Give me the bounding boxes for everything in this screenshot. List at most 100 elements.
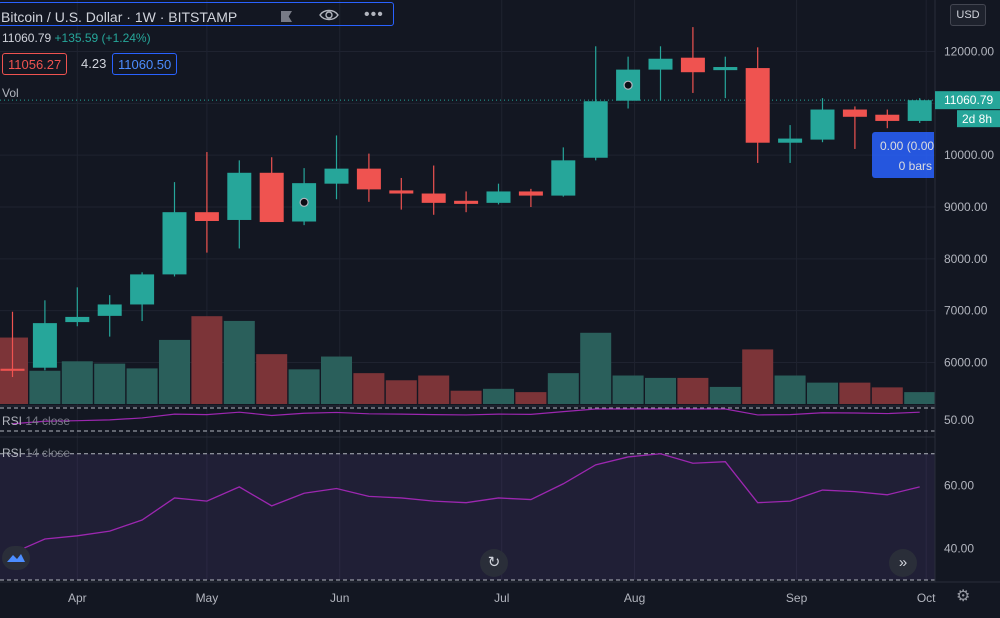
axes: 6000.007000.008000.009000.0010000.001100… [0, 0, 1000, 605]
candle-body [583, 101, 608, 158]
settings-icon[interactable]: ⚙ [956, 588, 971, 605]
rsi-label: RSI [2, 414, 23, 428]
candles [0, 27, 935, 378]
candle-body [810, 109, 835, 140]
candle-body [162, 212, 187, 275]
candle-body [907, 100, 932, 121]
volume-bar [515, 392, 547, 404]
time-tick-label: Jul [494, 591, 509, 605]
symbol-box[interactable]: Bitcoin / U.S. Dollar · 1W · BITSTAMP ••… [0, 2, 394, 26]
rsi-legend-2[interactable]: RSI 14 close [2, 446, 70, 460]
volume-bar [29, 370, 61, 404]
candle-body [389, 190, 414, 194]
countdown-tag-text: 2d 8h [962, 112, 992, 126]
volume-bar [385, 380, 417, 404]
volume-bar [256, 354, 288, 404]
volume-bar [774, 375, 806, 404]
volume-bars [0, 316, 936, 404]
tradingview-logo-icon[interactable] [2, 546, 30, 570]
candle-body [745, 68, 770, 143]
eye-icon[interactable] [319, 8, 339, 22]
volume-bar [94, 363, 126, 404]
price-tick-label: 6000.00 [944, 356, 988, 370]
change-text: +135.59 (+1.24%) [54, 31, 151, 45]
candle-body [324, 168, 349, 184]
price-tick-label: 12000.00 [944, 44, 994, 58]
rsi-params: 14 close [25, 414, 71, 428]
volume-label: Vol [2, 86, 19, 100]
candle-body [356, 168, 381, 190]
price-tick-label: 9000.00 [944, 200, 988, 214]
candle-body [778, 138, 803, 143]
volume-bar [191, 316, 223, 404]
scroll-right-icon[interactable]: » [889, 549, 917, 577]
time-tick-label: Oct [917, 591, 936, 605]
candle-body [551, 160, 576, 196]
time-tick-label: Aug [624, 591, 645, 605]
rsi-params: 14 close [25, 446, 71, 460]
rsi-label: RSI [2, 446, 23, 460]
rsi-line [12, 453, 920, 554]
volume-bar [159, 339, 190, 404]
rsi-tick-label: 60.00 [944, 478, 974, 492]
candle-body [454, 200, 479, 204]
volume-bar [223, 320, 255, 404]
volume-bar [418, 375, 450, 404]
candle-body [680, 57, 705, 73]
rsi-line [12, 408, 920, 425]
volume-bar [645, 377, 676, 404]
volume-bar [353, 373, 385, 404]
volume-bar [61, 361, 93, 404]
rsi-legend-1[interactable]: RSI 14 close [2, 414, 70, 428]
volume-bar [580, 332, 612, 404]
measure-value: 0.00 (0.00 [880, 139, 935, 153]
rsi-tick-label: 50.00 [944, 413, 974, 427]
measure-tooltip: 0.00 (0.00 0 bars [872, 132, 934, 178]
volume-bar [288, 369, 320, 404]
more-icon[interactable]: ••• [364, 6, 384, 23]
price-change-line: 11060.79 +135.59 (+1.24%) [2, 31, 151, 45]
candle-body [0, 368, 25, 371]
spread-value: 4.23 [81, 56, 107, 71]
measure-bars: 0 bars [898, 159, 932, 173]
volume-bar [871, 387, 903, 404]
sell-price-button[interactable]: 11056.27 [2, 53, 68, 75]
volume-bar [807, 382, 838, 404]
time-tick-label: Sep [786, 591, 808, 605]
volume-bar [126, 368, 158, 404]
candle-body [97, 304, 122, 316]
volume-bar [547, 373, 579, 404]
candle-body [486, 191, 511, 203]
time-tick-label: Jun [330, 591, 349, 605]
time-tick-label: Apr [68, 591, 87, 605]
candle-body [65, 316, 90, 323]
volume-bar [677, 377, 709, 404]
price-tick-label: 10000.00 [944, 148, 994, 162]
price-tick-label: 7000.00 [944, 304, 988, 318]
flag-icon[interactable] [281, 11, 292, 22]
volume-bar [612, 375, 644, 404]
rsi-band-fill [0, 453, 935, 580]
volume-bar [839, 382, 871, 404]
currency-button[interactable]: USD [950, 4, 986, 26]
volume-bar [904, 392, 936, 404]
volume-bar [450, 390, 482, 404]
candle-body [227, 172, 252, 220]
time-tick-label: May [196, 591, 219, 605]
candle-body [32, 323, 57, 368]
candle-body [648, 58, 673, 70]
volume-bar [742, 349, 774, 404]
rsi-tick-label: 40.00 [944, 541, 974, 555]
candle-body [421, 193, 446, 203]
last-price-tag [935, 91, 1000, 110]
volume-bar [321, 356, 352, 404]
candle-body [875, 114, 900, 121]
buy-price-button[interactable]: 11060.50 [112, 53, 178, 75]
countdown-tag [957, 110, 1000, 128]
reset-icon[interactable]: ↻ [480, 549, 508, 577]
candle-body [259, 172, 284, 223]
candle-body [194, 212, 219, 221]
price-axis [935, 0, 1000, 582]
price-tick-label: 8000.00 [944, 252, 988, 266]
